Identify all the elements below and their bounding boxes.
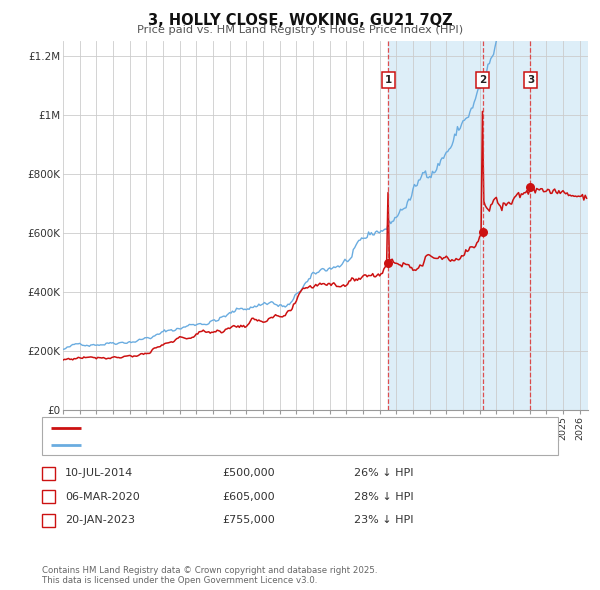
Text: This data is licensed under the Open Government Licence v3.0.: This data is licensed under the Open Gov… — [42, 576, 317, 585]
Bar — [530, 41, 588, 410]
Text: 3, HOLLY CLOSE, WOKING, GU21 7QZ (detached house): 3, HOLLY CLOSE, WOKING, GU21 7QZ (detach… — [87, 423, 376, 433]
Text: Contains HM Land Registry data © Crown copyright and database right 2025.: Contains HM Land Registry data © Crown c… — [42, 566, 377, 575]
Text: 06-MAR-2020: 06-MAR-2020 — [65, 492, 140, 502]
Text: 1: 1 — [385, 75, 392, 85]
Text: 20-JAN-2023: 20-JAN-2023 — [65, 516, 135, 525]
Text: 1: 1 — [45, 468, 52, 478]
Text: 23% ↓ HPI: 23% ↓ HPI — [354, 516, 413, 525]
Bar — [388, 41, 588, 410]
Text: 10-JUL-2014: 10-JUL-2014 — [65, 468, 133, 478]
Text: Price paid vs. HM Land Registry's House Price Index (HPI): Price paid vs. HM Land Registry's House … — [137, 25, 463, 35]
Text: 28% ↓ HPI: 28% ↓ HPI — [354, 492, 413, 502]
Text: 2: 2 — [479, 75, 486, 85]
Text: 3: 3 — [527, 75, 534, 85]
Text: HPI: Average price, detached house, Woking: HPI: Average price, detached house, Woki… — [87, 440, 318, 450]
Text: 26% ↓ HPI: 26% ↓ HPI — [354, 468, 413, 478]
Text: 2: 2 — [45, 492, 52, 502]
Text: £500,000: £500,000 — [222, 468, 275, 478]
Text: £755,000: £755,000 — [222, 516, 275, 525]
Text: 3, HOLLY CLOSE, WOKING, GU21 7QZ: 3, HOLLY CLOSE, WOKING, GU21 7QZ — [148, 13, 452, 28]
Bar — [530, 41, 588, 410]
Text: £605,000: £605,000 — [222, 492, 275, 502]
Text: 3: 3 — [45, 516, 52, 525]
